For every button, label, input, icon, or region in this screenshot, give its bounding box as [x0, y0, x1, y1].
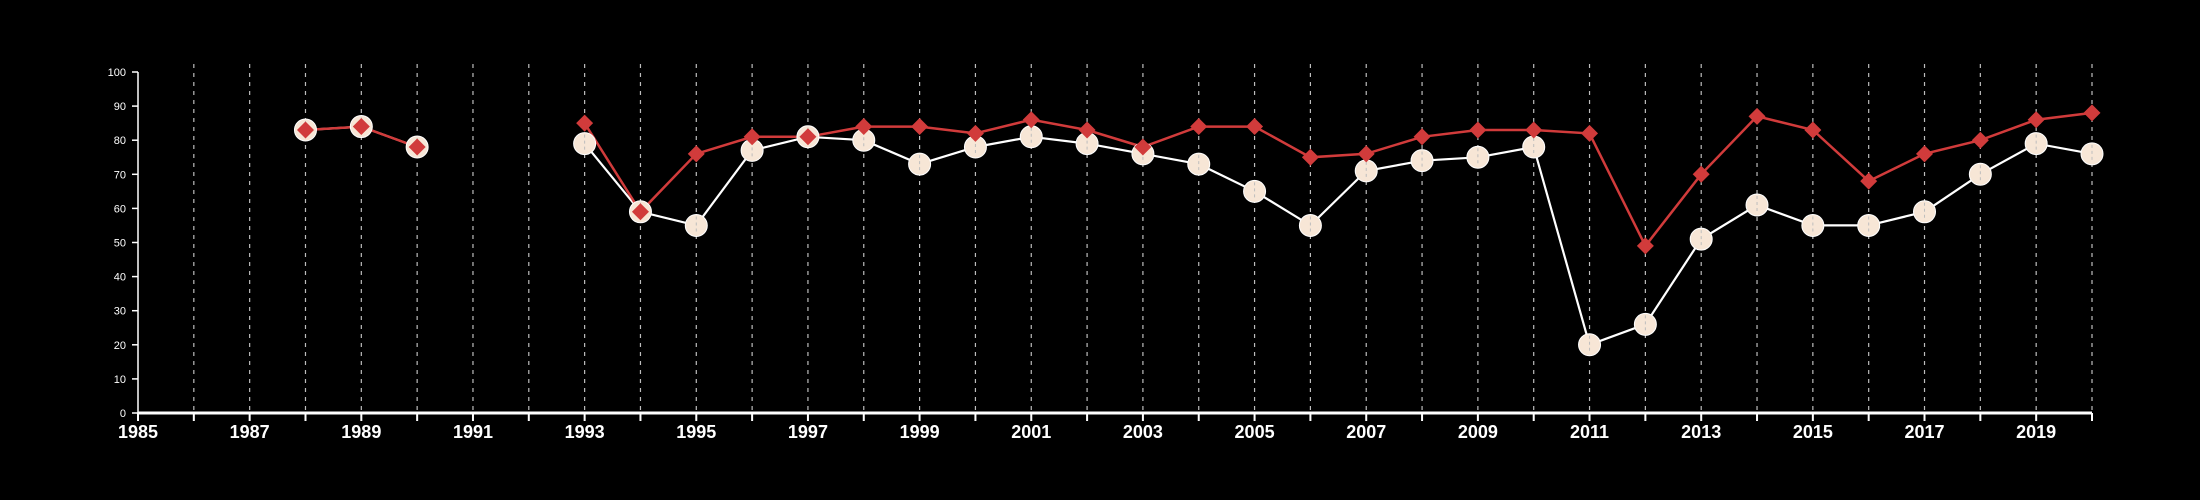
- y-tick-label: 40: [114, 272, 126, 284]
- diamond-marker: [855, 118, 873, 136]
- diamond-marker: [1078, 121, 1096, 139]
- diamond-marker: [1581, 124, 1599, 142]
- y-tick-label: 20: [114, 340, 126, 352]
- y-tick-label: 80: [114, 135, 126, 147]
- x-tick-label: 2009: [1458, 422, 1498, 442]
- series-group: [293, 104, 2104, 357]
- y-tick-label: 0: [120, 408, 126, 420]
- x-tick-label: 1997: [788, 422, 828, 442]
- diamond-marker: [1692, 165, 1710, 183]
- diamond-marker: [1190, 118, 1208, 136]
- x-tick-label: 1995: [676, 422, 716, 442]
- diamond-marker: [1246, 118, 1264, 136]
- diamond-marker: [1748, 107, 1766, 125]
- diamond-marker: [743, 128, 761, 146]
- y-tick-label: 30: [114, 306, 126, 318]
- diamond-marker: [1971, 131, 1989, 149]
- x-tick-label: 2003: [1123, 422, 1163, 442]
- diamond-marker: [799, 128, 817, 146]
- diamond-marker: [966, 124, 984, 142]
- diamond-marker: [2027, 111, 2045, 129]
- diamond-marker: [1525, 121, 1543, 139]
- diamond-marker: [576, 114, 594, 132]
- y-tick-label: 70: [114, 169, 126, 181]
- x-tick-label: 2001: [1011, 422, 1051, 442]
- x-tick-label: 2011: [1570, 422, 1609, 442]
- x-tick-label: 1989: [341, 422, 381, 442]
- x-tick-label: 2007: [1346, 422, 1386, 442]
- series-line: [583, 135, 2093, 347]
- diamond-marker: [1636, 237, 1654, 255]
- y-tick-label: 90: [114, 101, 126, 113]
- x-tick-label: 2019: [2016, 422, 2056, 442]
- diamond-marker: [296, 121, 314, 139]
- x-tick-label: 2013: [1681, 422, 1721, 442]
- y-tick-label: 60: [114, 203, 126, 215]
- diamond-marker: [1301, 148, 1319, 166]
- grid-lines: [193, 64, 2093, 413]
- y-tick-label: 100: [108, 67, 126, 79]
- series-line: [583, 111, 2093, 249]
- x-tick-label: 1987: [230, 422, 270, 442]
- x-tick-label: 1991: [453, 422, 493, 442]
- diamond-marker: [1916, 145, 1934, 163]
- diamond-marker: [408, 138, 426, 156]
- y-tick-label: 10: [114, 374, 126, 386]
- diamond-marker: [352, 118, 370, 136]
- diamond-marker: [1469, 121, 1487, 139]
- x-tick-label: 1993: [565, 422, 605, 442]
- x-tick-label: 1999: [900, 422, 940, 442]
- diamond-marker: [2083, 104, 2101, 122]
- diamond-marker: [1413, 128, 1431, 146]
- diamond-marker: [1860, 172, 1878, 190]
- y-tick-label: 50: [114, 238, 126, 250]
- diamond-marker: [911, 118, 929, 136]
- diamond-marker: [1022, 111, 1040, 129]
- x-tick-label: 2015: [1793, 422, 1833, 442]
- diamond-marker: [1134, 138, 1152, 156]
- diamond-marker: [687, 145, 705, 163]
- axes: 0 10 20 30 40 50 60 70 80 90 100 1985 1987 1989 1991 19…: [108, 67, 2093, 442]
- x-tick-label: 1985: [118, 422, 158, 442]
- diamond-marker: [1357, 145, 1375, 163]
- x-tick-label: 2017: [1904, 422, 1944, 442]
- x-tick-label: 2005: [1235, 422, 1275, 442]
- diamond-marker: [1804, 121, 1822, 139]
- diamond-marker: [631, 203, 649, 221]
